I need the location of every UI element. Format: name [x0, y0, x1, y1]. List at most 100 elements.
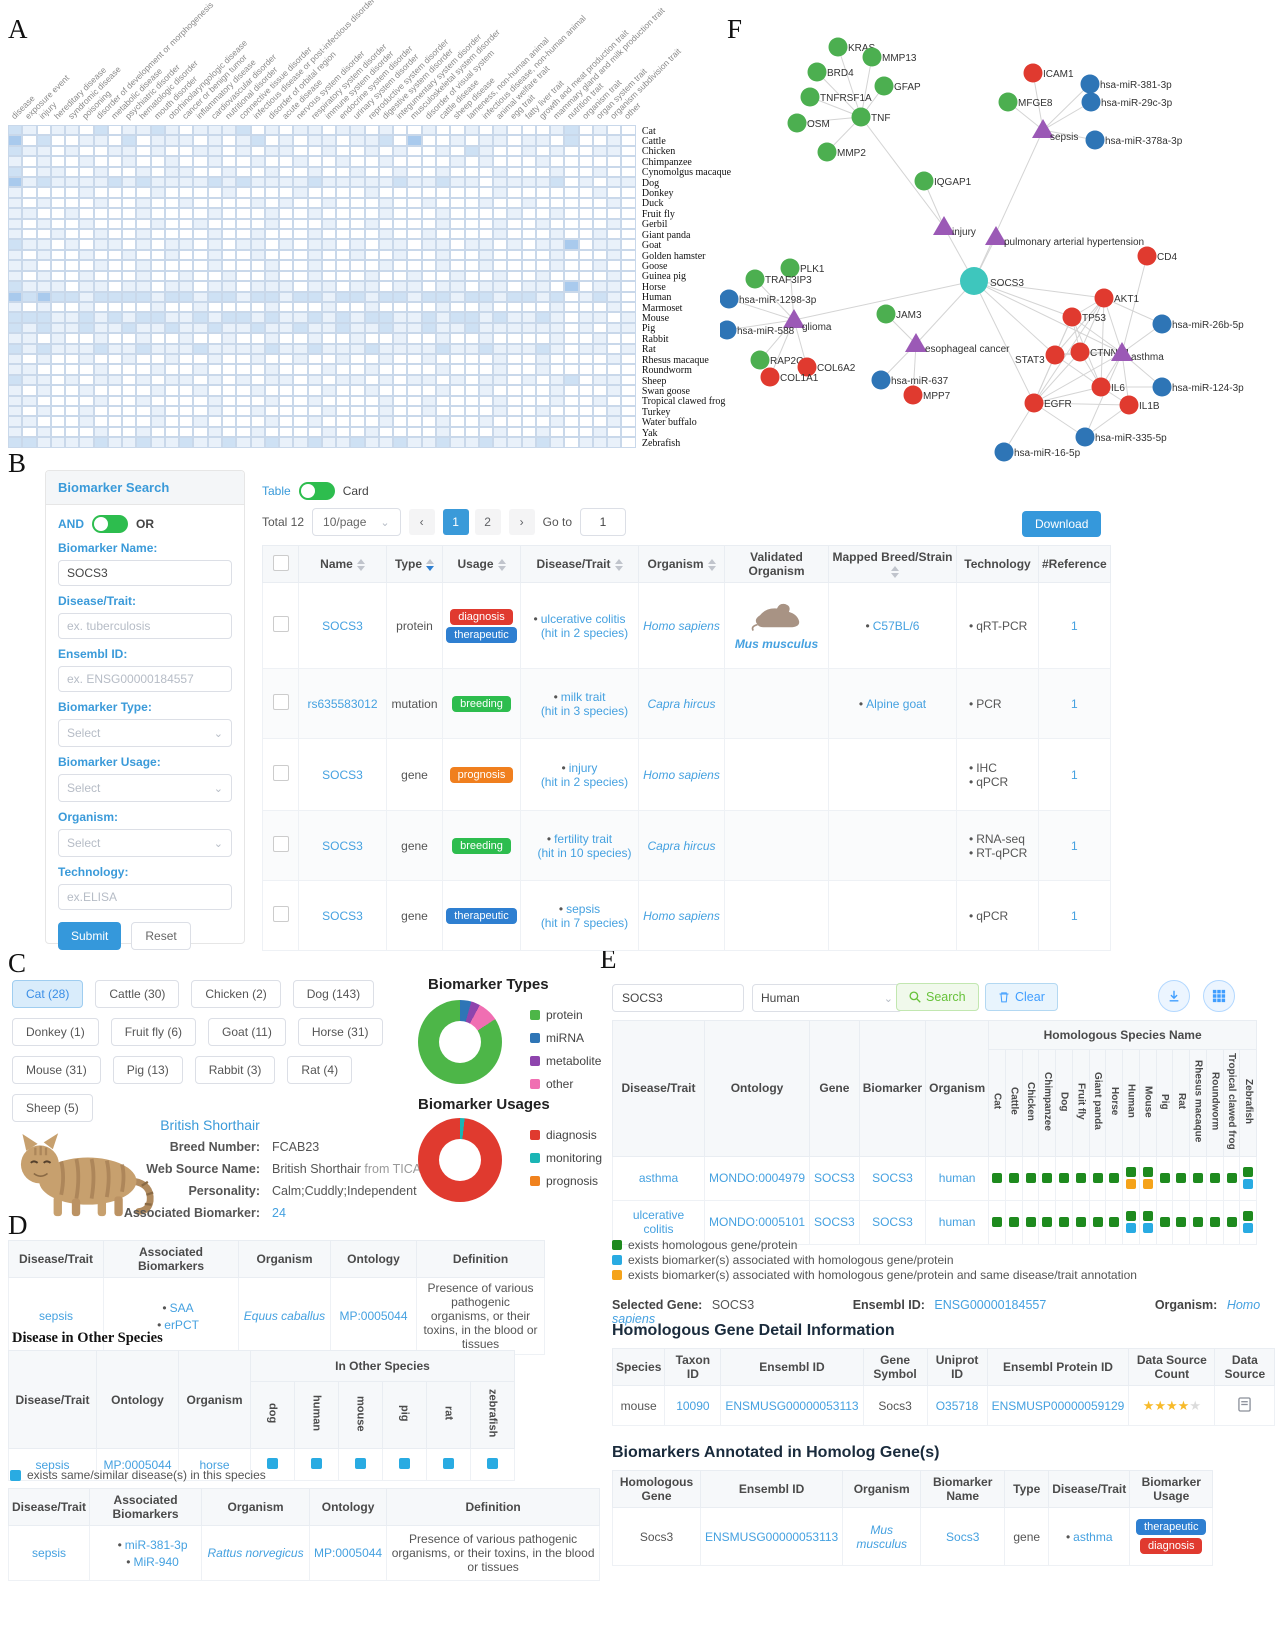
column-header-usage[interactable]: Usage — [442, 545, 521, 583]
network-node-gene[interactable] — [750, 350, 770, 370]
sort-icon[interactable] — [497, 558, 506, 571]
disease-link[interactable]: milk trait — [560, 689, 606, 704]
network-node-disease[interactable] — [905, 333, 927, 352]
and-or-toggle[interactable] — [92, 515, 128, 533]
species-button[interactable]: Goat (11) — [208, 1018, 286, 1046]
network-node-gene[interactable] — [780, 258, 800, 278]
network-node-biomarker[interactable] — [1062, 307, 1082, 327]
network-node-mirna[interactable] — [1152, 377, 1172, 397]
network-node-gene[interactable] — [851, 107, 871, 127]
network-node-gene[interactable] — [800, 87, 820, 107]
species-button[interactable]: Fruit fly (6) — [110, 1018, 197, 1046]
download-icon-button[interactable] — [1158, 980, 1190, 1012]
search-button[interactable]: Search — [896, 983, 979, 1011]
network-node-mirna[interactable] — [1152, 314, 1172, 334]
sort-icon[interactable] — [356, 558, 365, 571]
ontology-link[interactable]: MONDO:0004979 — [709, 1171, 806, 1186]
gene-link[interactable]: SOCS3 — [814, 1171, 855, 1186]
sort-icon[interactable] — [614, 558, 623, 571]
table-card-toggle[interactable] — [298, 482, 335, 500]
page-number-button[interactable]: 2 — [474, 509, 501, 535]
form-input-2[interactable] — [58, 666, 232, 692]
organism-link[interactable]: Rattus norvegicus — [207, 1546, 304, 1560]
organism-link[interactable]: Mus musculus — [856, 1522, 908, 1551]
network-node-biomarker[interactable] — [1094, 288, 1114, 308]
organism-link[interactable]: Homo sapiens — [643, 618, 720, 633]
biomarker-link[interactable]: miR-381-3p — [124, 1537, 188, 1552]
reference-link[interactable]: 1 — [1071, 696, 1078, 711]
disease-link[interactable]: sepsis — [32, 1546, 67, 1560]
form-input-6[interactable] — [58, 884, 232, 910]
species-button[interactable]: Chicken (2) — [191, 980, 281, 1008]
network-node-gene[interactable] — [874, 76, 894, 96]
row-checkbox-cell[interactable] — [262, 880, 299, 951]
network-node-gene[interactable] — [828, 37, 848, 57]
column-header-disease-trait[interactable]: Disease/Trait — [520, 545, 639, 583]
form-select-5[interactable]: Select ⌄ — [58, 829, 232, 857]
network-node-gene[interactable] — [914, 171, 934, 191]
biomarker-link[interactable]: SAA — [169, 1300, 194, 1315]
organism-link[interactable]: Capra hircus — [647, 838, 716, 853]
network-node-gene[interactable] — [862, 47, 882, 67]
uniprot-link[interactable]: O35718 — [935, 1398, 979, 1413]
network-node-mirna[interactable] — [994, 442, 1014, 462]
sort-icon[interactable] — [890, 565, 899, 578]
checkbox-icon[interactable] — [272, 694, 289, 710]
disease-link[interactable]: asthma — [1073, 1529, 1113, 1544]
network-node-gene[interactable] — [817, 142, 837, 162]
selected-ensembl-link[interactable]: ENSG00000184557 — [934, 1298, 1047, 1312]
breed-field-value-link[interactable]: 24 — [272, 1206, 286, 1220]
column-header-name[interactable]: Name — [298, 545, 387, 583]
species-button[interactable]: Mouse (31) — [12, 1056, 101, 1084]
card-view-label[interactable]: Card — [342, 484, 369, 498]
goto-page-input[interactable] — [580, 508, 626, 536]
biomarker-name-link[interactable]: SOCS3 — [322, 767, 363, 782]
organism-link[interactable]: Equus caballus — [243, 1309, 326, 1323]
disease-link[interactable]: sepsis — [38, 1309, 73, 1323]
network-node-mirna[interactable] — [871, 370, 891, 390]
archive-icon[interactable] — [1238, 1396, 1252, 1412]
organism-link[interactable]: Homo sapiens — [643, 767, 720, 782]
gene-link[interactable]: SOCS3 — [814, 1215, 855, 1230]
organism-link[interactable]: horse — [199, 1457, 230, 1472]
network-node-biomarker[interactable] — [1119, 395, 1139, 415]
network-node-disease[interactable] — [1032, 119, 1054, 138]
breed-title-link[interactable]: British Shorthair — [160, 1117, 260, 1133]
network-node-mirna[interactable] — [1081, 92, 1101, 112]
form-input-0[interactable] — [58, 560, 232, 586]
row-checkbox-cell[interactable] — [262, 810, 299, 881]
ontology-link[interactable]: MP:0005044 — [314, 1546, 383, 1560]
organism-link[interactable]: human — [938, 1215, 976, 1230]
reference-link[interactable]: 1 — [1071, 618, 1078, 633]
network-node-mirna[interactable] — [1075, 427, 1095, 447]
species-button[interactable]: Dog (143) — [292, 980, 375, 1008]
network-node-biomarker[interactable] — [797, 357, 817, 377]
column-header-organism[interactable]: Organism — [638, 545, 725, 583]
biomarker-link[interactable]: SOCS3 — [872, 1215, 913, 1230]
disease-link[interactable]: asthma — [638, 1171, 679, 1186]
network-node-disease[interactable] — [933, 216, 955, 235]
biomarker-name-link[interactable]: SOCS3 — [322, 908, 363, 923]
species-button[interactable]: Cattle (30) — [95, 980, 180, 1008]
reference-link[interactable]: 1 — [1071, 767, 1078, 782]
species-button[interactable]: Sheep (5) — [12, 1094, 93, 1122]
taxon-link[interactable]: 10090 — [676, 1398, 710, 1413]
checkbox-icon[interactable] — [272, 616, 289, 632]
checkbox-icon[interactable] — [272, 836, 289, 852]
gene-search-input[interactable] — [612, 984, 744, 1012]
column-header-type[interactable]: Type — [386, 545, 443, 583]
breed-link[interactable]: C57BL/6 — [872, 618, 920, 633]
grid-view-icon-button[interactable] — [1203, 980, 1235, 1012]
selected-organism-link[interactable]: Homo sapiens — [612, 1298, 1261, 1326]
network-node-gene[interactable] — [998, 92, 1018, 112]
row-checkbox-cell[interactable] — [262, 738, 299, 811]
network-node-biomarker[interactable] — [1023, 63, 1043, 83]
disease-link[interactable]: ulcerative colitis — [632, 1208, 685, 1237]
ensembl-link[interactable]: ENSMUSG00000053113 — [725, 1398, 859, 1413]
disease-link[interactable]: sepsis — [35, 1457, 70, 1472]
species-button[interactable]: Cat (28) — [12, 980, 84, 1008]
form-input-1[interactable] — [58, 613, 232, 639]
column-header-mapped-breed-strain[interactable]: Mapped Breed/Strain — [828, 545, 957, 583]
page-size-select[interactable]: 10/page ⌄ — [312, 508, 401, 536]
species-button[interactable]: Rabbit (3) — [194, 1056, 276, 1084]
